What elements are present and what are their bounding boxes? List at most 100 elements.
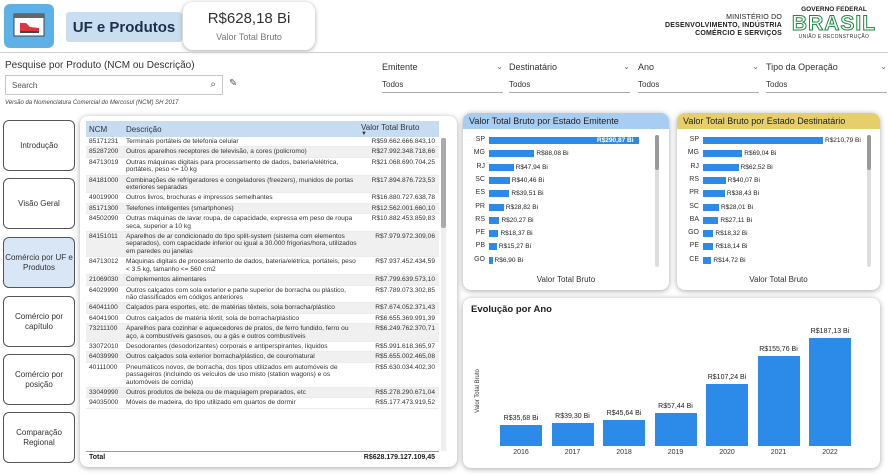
- bar[interactable]: [703, 150, 743, 158]
- filter-emitente[interactable]: Emitente ⌄ Todos: [382, 62, 503, 93]
- bar[interactable]: [809, 338, 851, 446]
- table-row[interactable]: 84151011 Aparelhos de ar condicionado do …: [86, 232, 439, 258]
- bar[interactable]: [551, 423, 594, 446]
- table-row[interactable]: 84713012 Máquinas digitais de processamen…: [86, 257, 439, 276]
- bar[interactable]: [489, 216, 500, 224]
- bar[interactable]: [703, 203, 719, 211]
- category-label: CE: [689, 255, 699, 263]
- filter-ano[interactable]: Ano ⌄ Todos: [638, 62, 759, 93]
- bar[interactable]: [603, 419, 645, 446]
- value-cell: R$7.789.073.302,85: [375, 286, 435, 294]
- filter-destinatario[interactable]: Destinatário ⌄ Todos: [509, 62, 630, 93]
- table-row[interactable]: 84502090 Outras máquinas de lavar roupa, …: [86, 214, 439, 233]
- bar[interactable]: [489, 176, 510, 184]
- table-row[interactable]: 40111000 Pneumáticos novos, de borracha, …: [86, 363, 439, 388]
- emitente-scrollbar[interactable]: [655, 135, 659, 267]
- bar[interactable]: [489, 150, 535, 158]
- bar[interactable]: [489, 163, 514, 171]
- ncm-cell: 85287200: [89, 148, 119, 156]
- header-divider: [0, 52, 888, 53]
- filter-value[interactable]: Todos: [509, 80, 630, 93]
- bar[interactable]: [489, 256, 493, 264]
- filter-value[interactable]: Todos: [766, 80, 887, 93]
- bar[interactable]: [489, 203, 504, 211]
- bar[interactable]: [703, 256, 712, 264]
- nav-visao-geral[interactable]: Visão Geral: [3, 178, 75, 229]
- table-row[interactable]: 64041900 Outros calçados de matéria têxti…: [86, 314, 439, 325]
- eraser-icon[interactable]: ✎: [229, 78, 238, 89]
- table-row[interactable]: 85287200 Outros aparelhos receptores de t…: [86, 147, 439, 158]
- bar[interactable]: [489, 137, 639, 144]
- table-row[interactable]: 33072010 Desodorantes (desodorizantes) co…: [86, 342, 439, 353]
- filter-tipo-operacao[interactable]: Tipo da Operação ⌄ Todos: [766, 62, 887, 93]
- value-cell: R$6.655.369.991,39: [375, 314, 435, 322]
- table-row[interactable]: 33049990 Outros produtos de beleza ou de …: [86, 387, 439, 399]
- bar[interactable]: [703, 176, 726, 184]
- chevron-down-icon[interactable]: ⌄: [880, 62, 887, 71]
- destinatario-scrollbar[interactable]: [867, 135, 871, 267]
- bar[interactable]: [489, 230, 499, 238]
- search-input[interactable]: Search ⌕: [5, 75, 223, 95]
- table-row[interactable]: 64039990 Outros calçados sola exterior bo…: [86, 352, 439, 363]
- table-row[interactable]: 49019900 Outros livros, brochuras e impre…: [86, 193, 439, 204]
- scrollbar-thumb[interactable]: [441, 138, 446, 228]
- table-body: 85171231 Terminais portáteis de telefonia…: [86, 137, 439, 409]
- table-row[interactable]: 85171300 Telefones inteligentes (smartpho…: [86, 203, 439, 215]
- sort-desc-icon[interactable]: ▼: [361, 130, 367, 137]
- table-row[interactable]: 94035000 Móveis de madeira, do tipo utili…: [86, 398, 439, 409]
- filter-value[interactable]: Todos: [638, 80, 759, 93]
- bar[interactable]: [703, 230, 714, 238]
- bar[interactable]: [500, 425, 542, 446]
- filter-label: Emitente: [382, 62, 418, 72]
- filter-label: Destinatário: [509, 62, 558, 72]
- chevron-down-icon[interactable]: ⌄: [623, 62, 630, 71]
- bar[interactable]: [654, 412, 697, 446]
- x-tick-label: 2020: [719, 449, 735, 456]
- scrollbar-thumb[interactable]: [867, 135, 871, 170]
- table-row[interactable]: 64029990 Outros calçados com sola exterio…: [86, 286, 439, 304]
- bar[interactable]: [703, 163, 739, 171]
- table-row[interactable]: 85171231 Terminais portáteis de telefonia…: [86, 137, 439, 148]
- nav-comercio-capitulo[interactable]: Comércio por capítulo: [3, 296, 75, 347]
- category-label: PR: [475, 202, 485, 210]
- nav-comparacao-regional[interactable]: Comparação Regional: [3, 412, 75, 463]
- chevron-down-icon[interactable]: ⌄: [752, 62, 759, 71]
- filter-value[interactable]: Todos: [382, 80, 503, 93]
- bar[interactable]: [703, 243, 714, 251]
- table-row[interactable]: 84713019 Outras máquinas digitais para pr…: [86, 158, 439, 176]
- column-header-valor[interactable]: Valor Total Bruto ▼: [357, 123, 437, 137]
- category-label: PR: [689, 189, 699, 197]
- table-scrollbar[interactable]: [441, 138, 446, 451]
- ncm-cell: 64039990: [89, 353, 119, 361]
- column-header-ncm[interactable]: NCM: [89, 124, 108, 134]
- bar[interactable]: [489, 190, 510, 198]
- nav-introducao[interactable]: Introdução: [3, 120, 75, 171]
- scrollbar-thumb[interactable]: [655, 135, 659, 170]
- bar[interactable]: [703, 190, 725, 198]
- search-icon[interactable]: ⌕: [210, 79, 216, 90]
- kpi-value: R$628,18 Bi: [207, 10, 291, 27]
- category-label: GO: [474, 255, 485, 263]
- bar[interactable]: [489, 243, 497, 251]
- bar[interactable]: [706, 384, 748, 446]
- value-cell: R$27.992.348.718,66: [371, 148, 435, 156]
- ncm-cell: 84181000: [89, 176, 119, 184]
- bar[interactable]: [757, 356, 800, 446]
- table-row[interactable]: 21069030 Complementos alimentares R$7.799.…: [86, 275, 439, 286]
- bar[interactable]: [703, 137, 823, 144]
- chevron-down-icon[interactable]: ⌄: [496, 62, 503, 71]
- description-cell: Móveis de madeira, do tipo utilizado em …: [126, 399, 296, 407]
- table-row[interactable]: 73211100 Aparelhos para cozinhar e aquece…: [86, 324, 439, 342]
- description-cell: Outros calçados sola exterior borracha/p…: [126, 353, 315, 361]
- data-label: R$62,52 Bi: [740, 163, 773, 171]
- data-label: R$20,27 Bi: [501, 216, 534, 224]
- table-row[interactable]: 64041100 Calçados para esportes, etc. de …: [86, 303, 439, 314]
- app-logo: [4, 4, 54, 48]
- data-label: R$14,72 Bi: [713, 256, 746, 264]
- bar[interactable]: [703, 216, 719, 224]
- column-header-descricao[interactable]: Descrição: [126, 124, 162, 134]
- nav-comercio-uf-produtos[interactable]: Comércio por UF e Produtos: [3, 237, 75, 288]
- nav-comercio-posicao[interactable]: Comércio por posição: [3, 354, 75, 405]
- table-row[interactable]: 84181000 Combinações de refrigeradores e …: [86, 175, 439, 194]
- category-label: BA: [689, 215, 699, 223]
